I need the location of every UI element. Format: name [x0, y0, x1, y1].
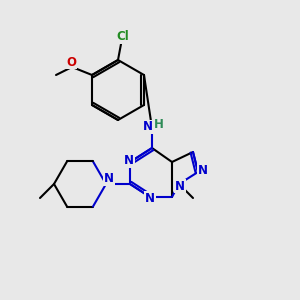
Text: N: N	[198, 164, 208, 178]
Text: H: H	[154, 118, 164, 131]
Text: N: N	[145, 191, 155, 205]
Text: N: N	[143, 121, 153, 134]
Text: O: O	[66, 56, 76, 68]
Text: Cl: Cl	[117, 31, 129, 44]
Text: N: N	[175, 179, 185, 193]
Text: N: N	[124, 154, 134, 167]
Text: N: N	[104, 172, 114, 185]
